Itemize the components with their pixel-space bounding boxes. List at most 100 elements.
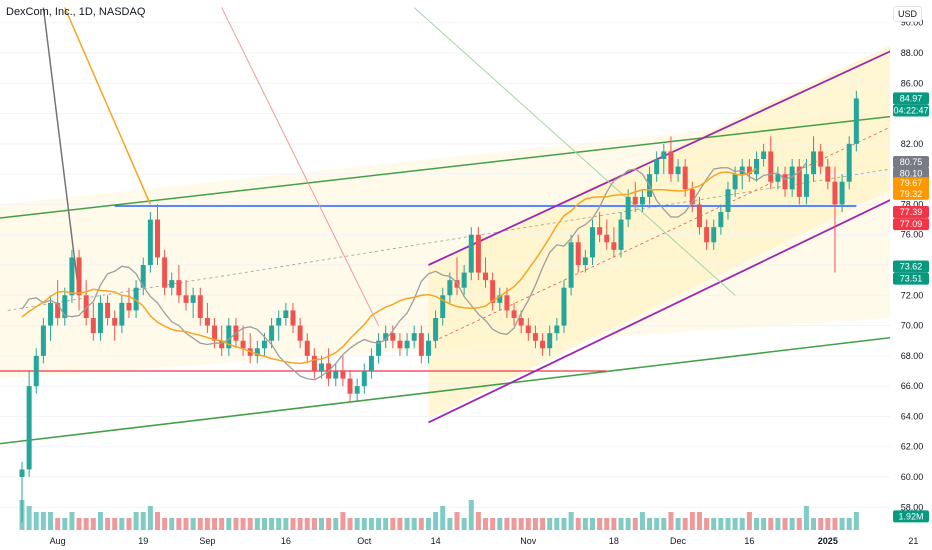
price-tag xyxy=(893,167,929,180)
volume-bar xyxy=(261,518,267,530)
candle-body xyxy=(618,219,624,250)
volume-bar xyxy=(768,518,774,530)
volume-bar xyxy=(682,518,688,530)
price-tick-label: 76.00 xyxy=(901,230,924,240)
volume-bar xyxy=(219,518,225,530)
candle-body xyxy=(775,174,781,182)
candle-body xyxy=(390,333,396,341)
candle-body xyxy=(832,181,838,205)
volume-bar xyxy=(361,518,367,530)
volume-bar xyxy=(340,512,346,530)
price-tag-label: 84.97 xyxy=(900,93,923,103)
candle-body xyxy=(796,166,802,197)
candle-body xyxy=(383,333,389,341)
price-tick-label: 88.00 xyxy=(901,48,924,58)
volume-bar xyxy=(440,506,446,530)
time-axis[interactable]: Aug 19 Sep 16 Oct 14 Nov 18 Dec 16 2025 21 xyxy=(0,532,918,550)
volume-bar xyxy=(725,518,731,530)
candle-body xyxy=(368,355,374,371)
volume-bar xyxy=(226,518,232,530)
volume-bar xyxy=(782,518,788,530)
volume-bar xyxy=(668,512,674,530)
volume-bar xyxy=(754,518,760,530)
price-tag-label: 73.51 xyxy=(900,274,923,284)
candle-body xyxy=(226,325,232,349)
price-tag xyxy=(893,156,929,169)
volume-bar xyxy=(69,512,75,530)
candle-body xyxy=(411,333,417,341)
candle-body xyxy=(261,340,267,349)
candle-body xyxy=(682,166,688,190)
volume-bar xyxy=(76,518,82,530)
volume-bar xyxy=(711,518,717,530)
candle-body xyxy=(597,227,603,235)
volume-bar xyxy=(204,518,210,530)
candle-body xyxy=(725,189,731,212)
candle-body xyxy=(219,340,225,349)
volume-bar xyxy=(326,518,332,530)
time-tick-label: Sep xyxy=(199,536,215,546)
candle-body xyxy=(732,174,738,190)
volume-bar xyxy=(818,518,824,530)
time-tick-label: 16 xyxy=(744,536,754,546)
candle-body xyxy=(582,257,588,265)
volume-bar xyxy=(404,518,410,530)
candle-body xyxy=(675,166,681,175)
time-tick-label: Aug xyxy=(50,536,66,546)
candle-body xyxy=(276,318,282,326)
candle-body xyxy=(511,310,517,318)
candle-body xyxy=(119,302,125,326)
currency-label[interactable]: USD xyxy=(893,6,923,22)
volume-bar xyxy=(304,518,310,530)
price-tag xyxy=(893,92,929,105)
candle-body xyxy=(19,469,25,477)
candle-body xyxy=(696,204,702,228)
volume-bar xyxy=(589,518,595,530)
volume-bar xyxy=(504,518,510,530)
ma-long-green xyxy=(413,7,736,296)
volume-bar xyxy=(140,512,146,530)
candle-body xyxy=(290,310,296,326)
volume-bar xyxy=(732,518,738,530)
candle-body xyxy=(33,355,39,387)
candle-body xyxy=(433,318,439,341)
channel-fill xyxy=(0,37,907,420)
candle-body xyxy=(746,166,752,175)
price-tag-label: 80.10 xyxy=(900,168,923,178)
volume-bar xyxy=(48,512,54,530)
candle-body xyxy=(839,181,845,205)
candle-body xyxy=(283,310,289,318)
volume-bar xyxy=(803,506,809,530)
price-tick-label: 86.00 xyxy=(901,78,924,88)
candle-body xyxy=(475,234,481,273)
candle-body xyxy=(468,234,474,273)
candle-body xyxy=(197,295,203,318)
price-tag xyxy=(893,104,929,117)
volume-bar xyxy=(490,518,496,530)
volume-bar xyxy=(190,518,196,530)
price-tag-label: 04:22:47 xyxy=(893,106,928,116)
volume-bar xyxy=(511,518,517,530)
volume-bar xyxy=(632,518,638,530)
candle-body xyxy=(789,166,795,190)
volume-bar xyxy=(704,518,710,530)
candle-body xyxy=(311,355,317,371)
ma-slow-line xyxy=(21,168,757,365)
volume-bar xyxy=(90,518,96,530)
candle-body xyxy=(604,234,610,243)
volume-bar xyxy=(390,518,396,530)
candle-body xyxy=(611,242,617,250)
volume-bar xyxy=(761,518,767,530)
volume-bar xyxy=(789,518,795,530)
candle-body xyxy=(461,272,467,288)
candle-body xyxy=(704,227,710,243)
candle-body xyxy=(668,151,674,175)
volume-bar xyxy=(333,518,339,530)
volume-bar xyxy=(433,512,439,530)
channel-band xyxy=(428,37,907,420)
volume-bar xyxy=(654,518,660,530)
price-tag-label: 79.67 xyxy=(900,178,923,188)
volume-bar xyxy=(497,518,503,530)
candle-body xyxy=(803,174,809,197)
